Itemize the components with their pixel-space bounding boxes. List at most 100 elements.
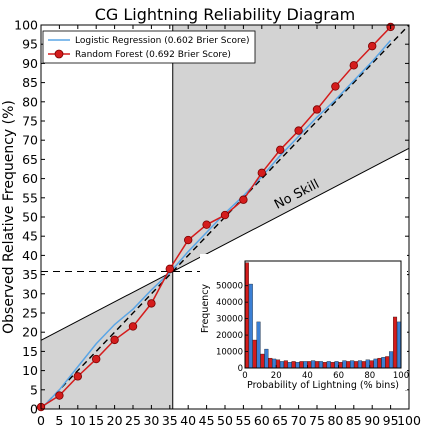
x-tick-label: 100 xyxy=(397,413,421,428)
x-tick-label: 20 xyxy=(107,413,123,428)
y-tick-label: 75 xyxy=(22,114,38,129)
data-point-random-forest xyxy=(239,195,248,204)
histogram-bars xyxy=(244,262,401,369)
inset-y-axis-title: Frequency xyxy=(200,284,211,333)
data-point-random-forest xyxy=(183,235,193,245)
series-line-random-forest xyxy=(40,26,392,408)
y-tick-label: 95 xyxy=(22,37,38,52)
histogram-bar-blue xyxy=(381,357,386,369)
x-tick-label: 45 xyxy=(199,413,215,428)
y-tick-label: 60 xyxy=(22,171,38,186)
y-tick-label: 65 xyxy=(22,152,38,167)
histogram-bar-red xyxy=(299,361,304,369)
data-point-random-forest xyxy=(331,82,340,91)
y-tick-label: 25 xyxy=(22,306,38,321)
series-line-logistic-regression xyxy=(40,39,392,410)
x-tick-label: 40 xyxy=(180,413,196,428)
legend-swatch-forest-marker xyxy=(54,49,64,59)
y-tick-label: 45 xyxy=(22,229,38,244)
x-tick-label: 85 xyxy=(346,413,362,428)
histogram-bar-red xyxy=(338,362,343,369)
data-point-random-forest xyxy=(128,322,138,331)
data-point-random-forest xyxy=(165,264,174,274)
data-point-random-forest xyxy=(110,335,119,345)
inset-frame xyxy=(244,260,402,369)
histogram-bar-red xyxy=(330,362,335,369)
histogram-bar-red xyxy=(377,357,382,369)
y-tick-label: 5 xyxy=(30,382,38,397)
inset-y-tick-label: 50000 xyxy=(216,282,243,292)
inset-y-tick-label: 0 xyxy=(238,364,243,374)
y-tick-label: 10 xyxy=(22,363,38,378)
histogram-bar-blue xyxy=(303,361,308,369)
data-point-random-forest xyxy=(312,105,322,114)
y-tick-label: 100 xyxy=(14,18,38,33)
histogram-bar-blue xyxy=(287,362,292,369)
legend: Logistic Regression (0.602 Brier Score) … xyxy=(42,30,256,64)
inset-x-tick-label: 60 xyxy=(333,371,344,381)
histogram-bar-blue xyxy=(248,283,253,369)
frequency-histogram-inset: 0 20 40 60 80 100 01000020000300004000050000 … xyxy=(200,254,409,391)
histogram-bar-blue xyxy=(279,361,284,369)
x-tick-label: 25 xyxy=(125,413,141,428)
legend-label-forest: Random Forest (0.692 Brier Score) xyxy=(75,50,231,60)
inset-x-tick-label: 0 xyxy=(242,371,247,381)
data-point-random-forest xyxy=(368,41,377,51)
y-axis-ticks: 0 5 10 15 20 25 30 35 40 45 50 55 60 65 70 75 80 85 90 95 10… xyxy=(14,18,409,417)
data-point-random-forest xyxy=(55,391,64,400)
histogram-bar-red xyxy=(276,359,281,369)
data-point-random-forest xyxy=(257,168,266,178)
x-tick-label: 35 xyxy=(162,413,178,428)
histogram-bar-blue xyxy=(365,359,370,369)
x-tick-label: 95 xyxy=(383,413,399,428)
histogram-bar-blue xyxy=(264,348,269,369)
x-tick-label: 10 xyxy=(70,413,86,428)
histogram-bar-blue xyxy=(373,358,378,369)
y-tick-label: 50 xyxy=(22,210,38,225)
reliability-series xyxy=(36,22,395,412)
y-tick-label: 0 xyxy=(30,402,38,417)
y-tick-label: 55 xyxy=(22,190,38,205)
histogram-bar-blue xyxy=(326,361,331,369)
histogram-bar-blue xyxy=(256,321,261,369)
x-tick-label: 50 xyxy=(217,413,233,428)
histogram-bar-red xyxy=(361,361,366,369)
data-point-random-forest xyxy=(147,299,156,308)
legend-box xyxy=(42,30,256,64)
histogram-bar-blue xyxy=(334,361,339,369)
histogram-bar-red xyxy=(322,362,327,369)
x-tick-label: 55 xyxy=(235,413,251,428)
data-point-random-forest xyxy=(349,61,358,70)
data-point-random-forest xyxy=(276,145,285,154)
histogram-bar-blue xyxy=(350,360,355,369)
inset-x-tick-label: 80 xyxy=(364,371,375,381)
legend-label-logistic: Logistic Regression (0.602 Brier Score) xyxy=(75,36,250,46)
x-tick-label: 90 xyxy=(364,413,380,428)
histogram-bar-red xyxy=(346,361,351,369)
histogram-bar-red xyxy=(268,357,273,369)
x-tick-label: 70 xyxy=(291,413,307,428)
x-tick-label: 60 xyxy=(254,413,270,428)
y-tick-label: 20 xyxy=(22,325,38,340)
histogram-bar-blue xyxy=(342,360,347,369)
y-axis-title: Observed Relative Frequency (%) xyxy=(1,100,17,334)
x-tick-label: 15 xyxy=(88,413,104,428)
inset-x-tick-label: 20 xyxy=(271,371,282,381)
inset-y-tick-label: 20000 xyxy=(216,331,243,341)
histogram-bar-red xyxy=(385,356,390,369)
x-tick-label: 5 xyxy=(55,413,63,428)
y-tick-label: 85 xyxy=(22,75,38,90)
data-point-random-forest xyxy=(294,126,303,135)
chart-title: CG Lightning Reliability Diagram xyxy=(95,5,356,24)
histogram-bar-red xyxy=(393,316,398,369)
histogram-bar-red xyxy=(307,361,312,369)
histogram-bar-red xyxy=(315,361,320,369)
x-tick-label: 80 xyxy=(327,413,343,428)
histogram-bar-blue xyxy=(396,321,401,369)
x-tick-label: 30 xyxy=(143,413,159,428)
y-tick-label: 90 xyxy=(22,56,38,71)
y-tick-label: 30 xyxy=(22,286,38,301)
data-point-random-forest xyxy=(73,372,82,381)
histogram-bar-blue xyxy=(389,351,394,369)
